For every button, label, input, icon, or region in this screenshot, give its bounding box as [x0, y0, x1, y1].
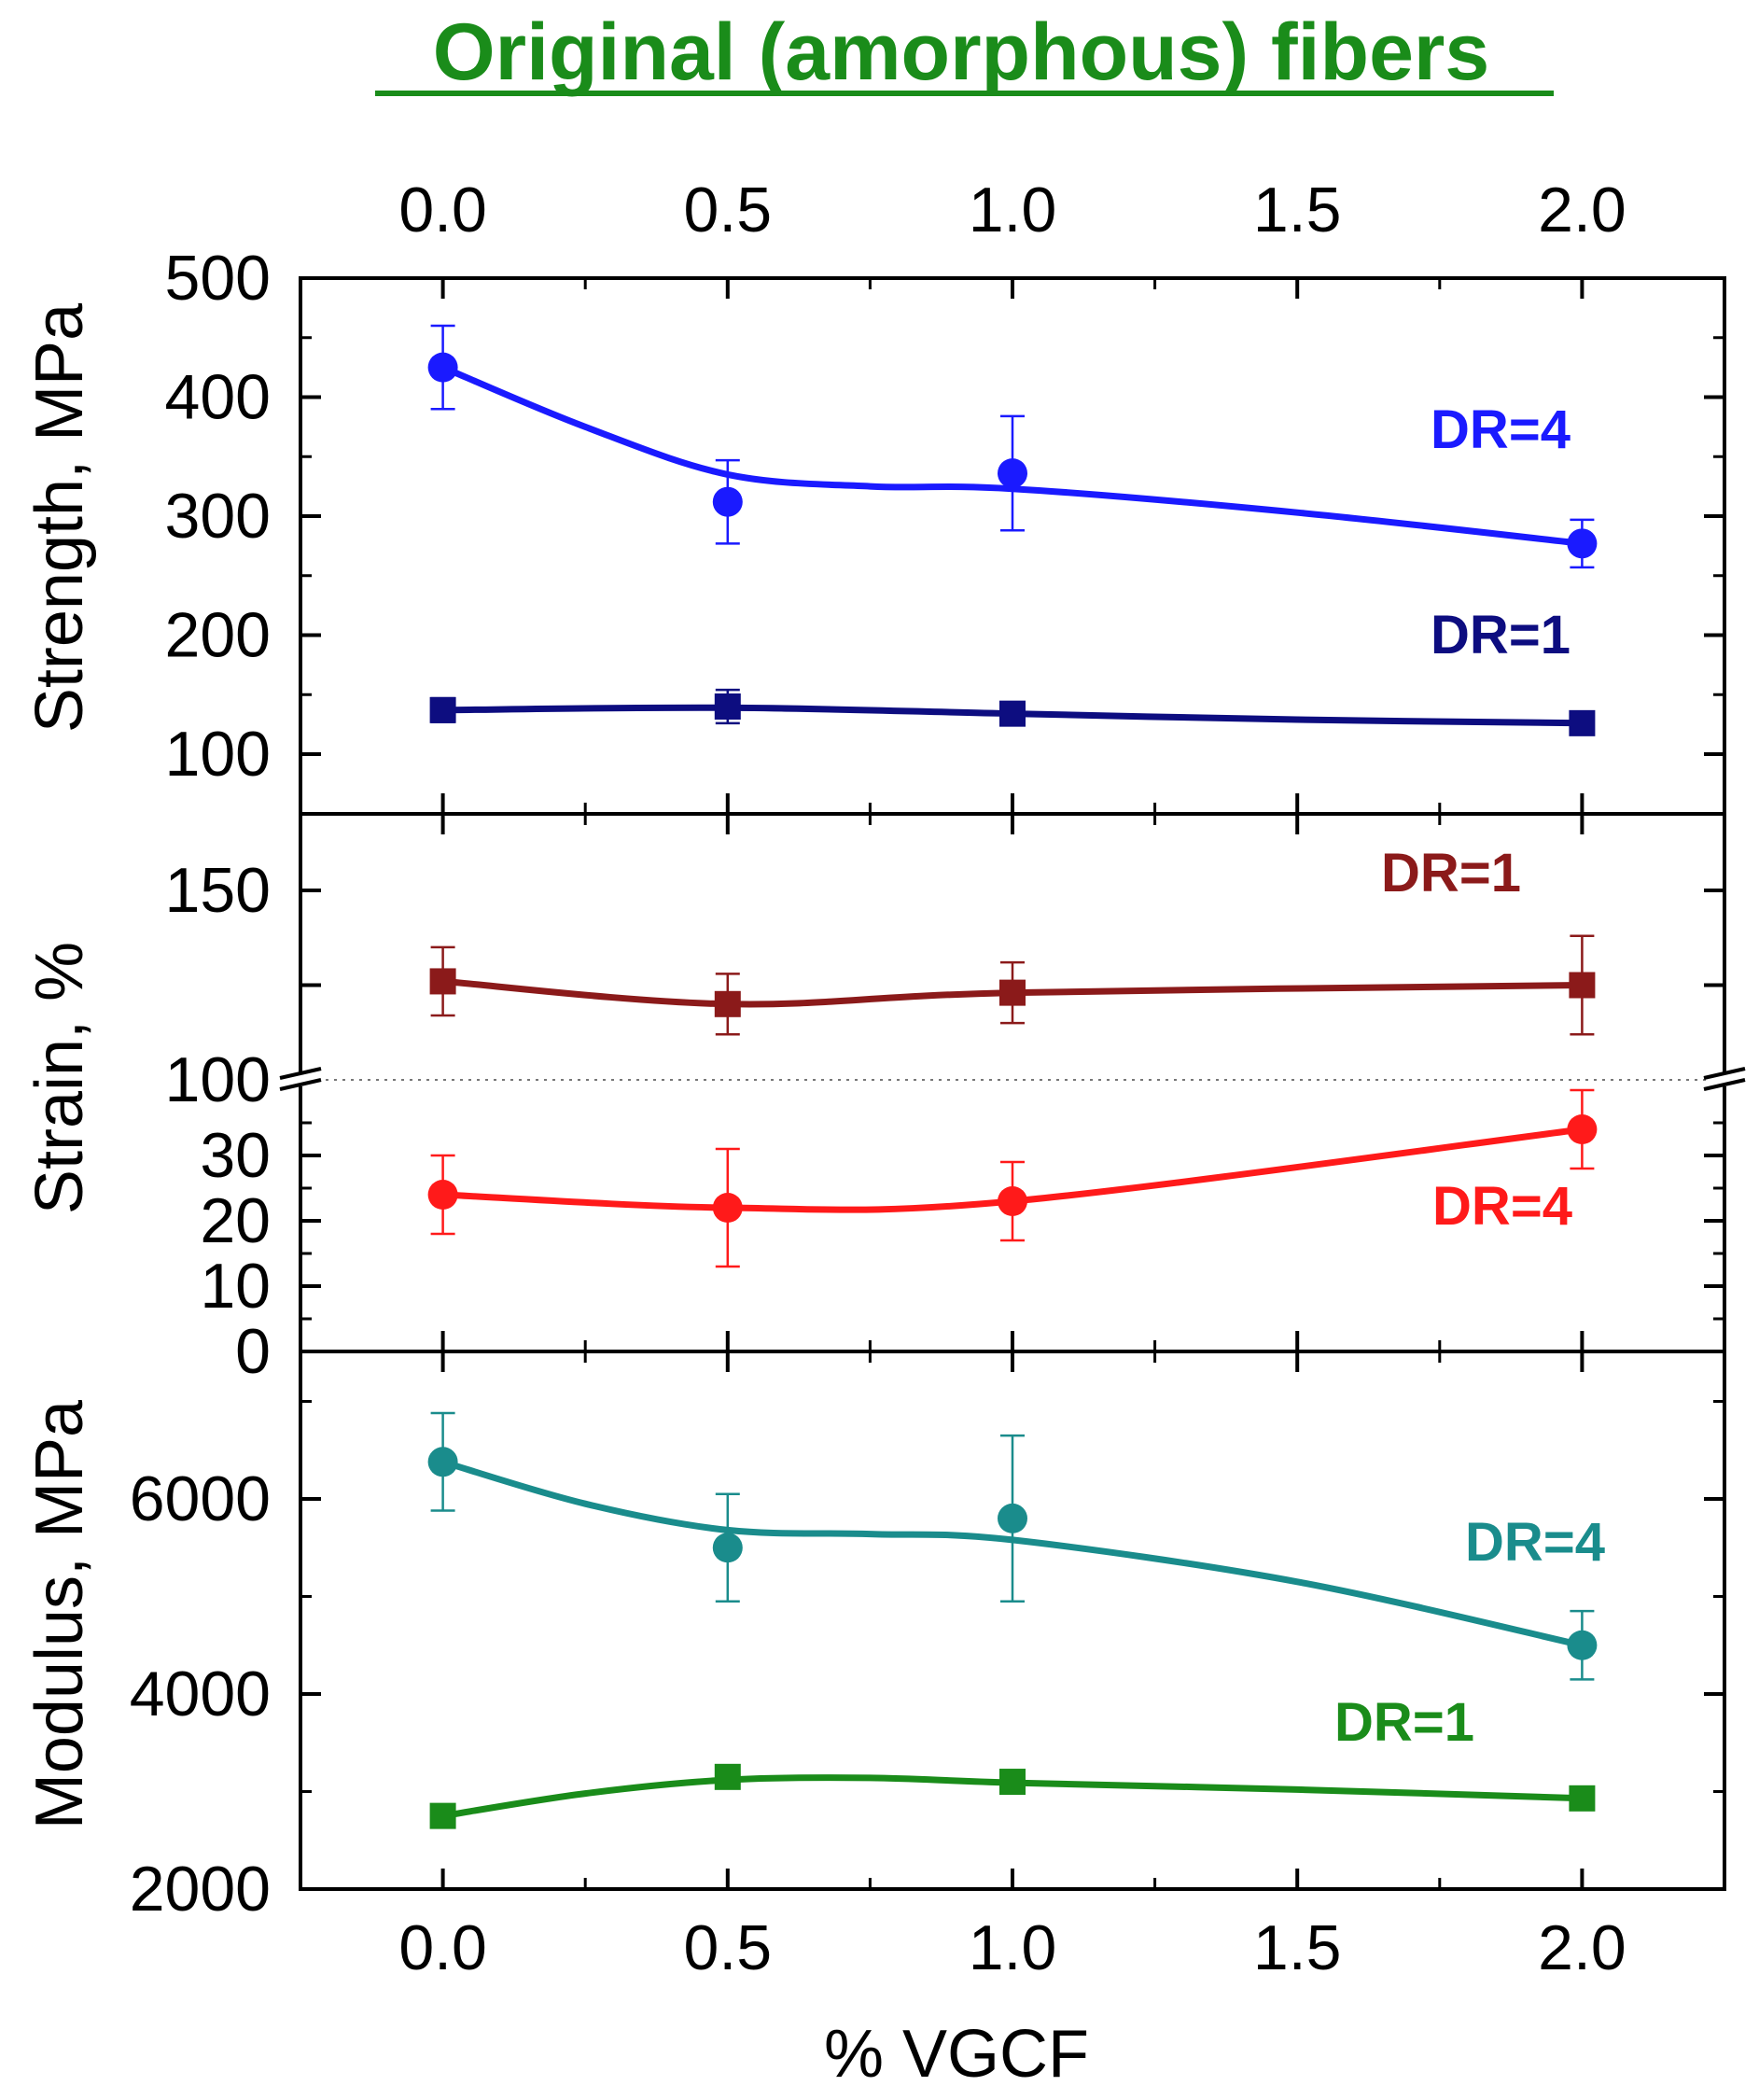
panel-frame-modulus [299, 1350, 1726, 1891]
x-tick-label-bottom: 0.0 [398, 1912, 487, 1983]
data-point-modulus [714, 1763, 741, 1790]
y-tick-label-strength: 200 [165, 600, 271, 671]
y-axis-title-modulus: Modulus, MPa [22, 1399, 97, 1829]
x-tick-label-bottom: 2.0 [1538, 1912, 1626, 1983]
data-point-strain [998, 1186, 1027, 1216]
y-tick-label-strength: 100 [165, 719, 271, 790]
y-tick-label-strain: 10 [200, 1251, 271, 1322]
x-tick-label-bottom: 1.5 [1253, 1912, 1342, 1983]
series-label-strain: DR=1 [1381, 843, 1521, 903]
data-point-strength [714, 693, 741, 720]
y-tick-label-modulus: 2000 [130, 1854, 271, 1925]
axes-layer: 0.00.00.50.51.01.01.51.52.02.01002003004… [130, 175, 1746, 1983]
data-point-strength [1569, 709, 1596, 736]
y-tick-label-strain: 0 [235, 1316, 271, 1387]
x-tick-label-bottom: 0.5 [684, 1912, 773, 1983]
series-line-strength-dr4 [440, 364, 1585, 547]
data-point-strength [1567, 528, 1598, 559]
data-point-modulus [1567, 1630, 1598, 1660]
series-line-modulus-dr4 [440, 1458, 1585, 1649]
series-line-strain-dr1 [440, 977, 1585, 1008]
data-point-strength [427, 352, 458, 383]
y-tick-label-modulus: 4000 [130, 1659, 271, 1729]
x-tick-label-top: 0.5 [684, 175, 773, 245]
panel-frame-strength [299, 276, 1726, 816]
y-tick-label-strength: 300 [165, 481, 271, 552]
series-label-strength: DR=1 [1431, 605, 1571, 665]
data-point-strain [712, 1193, 743, 1223]
data-point-modulus [999, 1769, 1026, 1796]
y-tick-label-strength: 400 [165, 362, 271, 433]
data-point-strength [999, 700, 1026, 727]
data-point-strain [714, 990, 741, 1017]
axis-break-mark [279, 1078, 322, 1091]
y-tick-label-modulus: 6000 [130, 1463, 271, 1534]
data-point-modulus [1569, 1785, 1596, 1812]
series-label-modulus: DR=4 [1465, 1512, 1605, 1573]
axis-break-mark [279, 1067, 322, 1080]
y-break-label-strain: 100 [165, 1044, 271, 1115]
data-point-strain [1569, 972, 1596, 999]
data-point-modulus [712, 1533, 743, 1563]
x-tick-label-top: 2.0 [1538, 175, 1626, 245]
y-axis-title-strength: Strength, MPa [22, 302, 97, 733]
x-tick-label-bottom: 1.0 [969, 1912, 1057, 1983]
series-line-strain-dr4 [440, 1126, 1585, 1213]
chart-title: Original (amorphous) fibers [433, 7, 1489, 97]
x-axis-title: % VGCF [824, 2017, 1089, 2092]
x-tick-label-top: 0.0 [398, 175, 487, 245]
x-tick-label-top: 1.5 [1253, 175, 1342, 245]
axis-break-mark [1703, 1067, 1746, 1080]
axis-break-mark [1703, 1078, 1746, 1091]
data-point-strain [427, 1180, 458, 1210]
data-point-modulus [427, 1447, 458, 1477]
x-tick-label-top: 1.0 [969, 175, 1057, 245]
y-tick-label-strain: 30 [200, 1120, 271, 1191]
data-point-modulus [429, 1802, 456, 1829]
y-tick-label-strength: 500 [165, 243, 271, 314]
data-point-strength [429, 696, 456, 723]
y-axis-title-strain: Strain, % [22, 942, 97, 1214]
series-label-strength: DR=4 [1431, 399, 1571, 460]
data-point-strength [998, 458, 1027, 489]
data-points-layer [427, 324, 1598, 1829]
series-label-modulus: DR=1 [1334, 1692, 1474, 1753]
labels-layer: DR=4 DR=1 DR=1 DR=4 DR=4 DR=1 [1334, 399, 1605, 1753]
data-point-strain [429, 968, 456, 995]
series-label-strain: DR=4 [1432, 1176, 1572, 1237]
series-line-modulus-dr1 [440, 1774, 1585, 1820]
data-point-strain [999, 979, 1026, 1006]
data-point-modulus [998, 1503, 1027, 1533]
data-point-strain [1567, 1114, 1598, 1144]
y-tick-label-strain: 20 [200, 1185, 271, 1256]
data-point-strength [712, 486, 743, 517]
y-tick-label-strain: 150 [165, 855, 271, 926]
